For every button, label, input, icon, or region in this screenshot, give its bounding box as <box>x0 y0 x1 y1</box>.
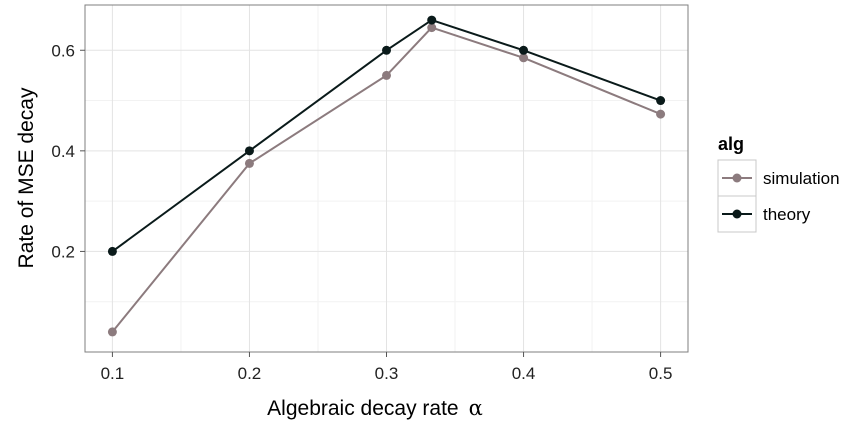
data-point-simulation <box>427 23 437 33</box>
x-tick-label: 0.3 <box>375 364 399 383</box>
legend: alg simulation theory <box>717 134 840 233</box>
data-point-simulation <box>107 327 117 337</box>
x-tick-label: 0.4 <box>512 364 536 383</box>
data-point-theory <box>244 146 254 156</box>
x-axis-label-symbol: α <box>469 396 483 420</box>
data-point-theory <box>427 15 437 25</box>
x-tick-label: 0.2 <box>238 364 262 383</box>
legend-label-simulation: simulation <box>763 169 840 188</box>
y-axis-label: Rate of MSE decay <box>15 87 38 268</box>
x-axis-label-text: Algebraic decay rate <box>267 397 458 420</box>
grid <box>85 5 688 352</box>
data-point-theory <box>382 45 391 55</box>
x-axis-label: Algebraic decay rate α <box>267 396 483 420</box>
y-axis-ticks: 0.2 0.4 0.6 <box>51 41 85 261</box>
data-point-simulation <box>519 53 529 63</box>
legend-title: alg <box>718 134 744 154</box>
series-line-simulation <box>111 26 661 333</box>
data-point-theory <box>107 246 117 256</box>
series-line-theory <box>111 19 661 253</box>
data-point-simulation <box>244 158 254 168</box>
y-tick-label: 0.4 <box>51 142 75 161</box>
x-axis-ticks: 0.1 0.2 0.3 0.4 0.5 <box>101 352 673 383</box>
data-point-theory <box>656 96 666 106</box>
series-layer <box>107 15 666 337</box>
legend-key-point-simulation <box>732 173 742 183</box>
legend-items: simulation theory <box>717 159 840 233</box>
legend-key-point-theory <box>732 209 742 219</box>
y-tick-label: 0.6 <box>51 41 75 60</box>
x-tick-label: 0.5 <box>649 364 673 383</box>
data-point-theory <box>519 45 529 55</box>
x-tick-label: 0.1 <box>101 364 125 383</box>
data-point-simulation <box>656 109 666 119</box>
legend-label-theory: theory <box>763 205 811 224</box>
y-tick-label: 0.2 <box>51 242 75 261</box>
data-point-simulation <box>382 70 391 80</box>
